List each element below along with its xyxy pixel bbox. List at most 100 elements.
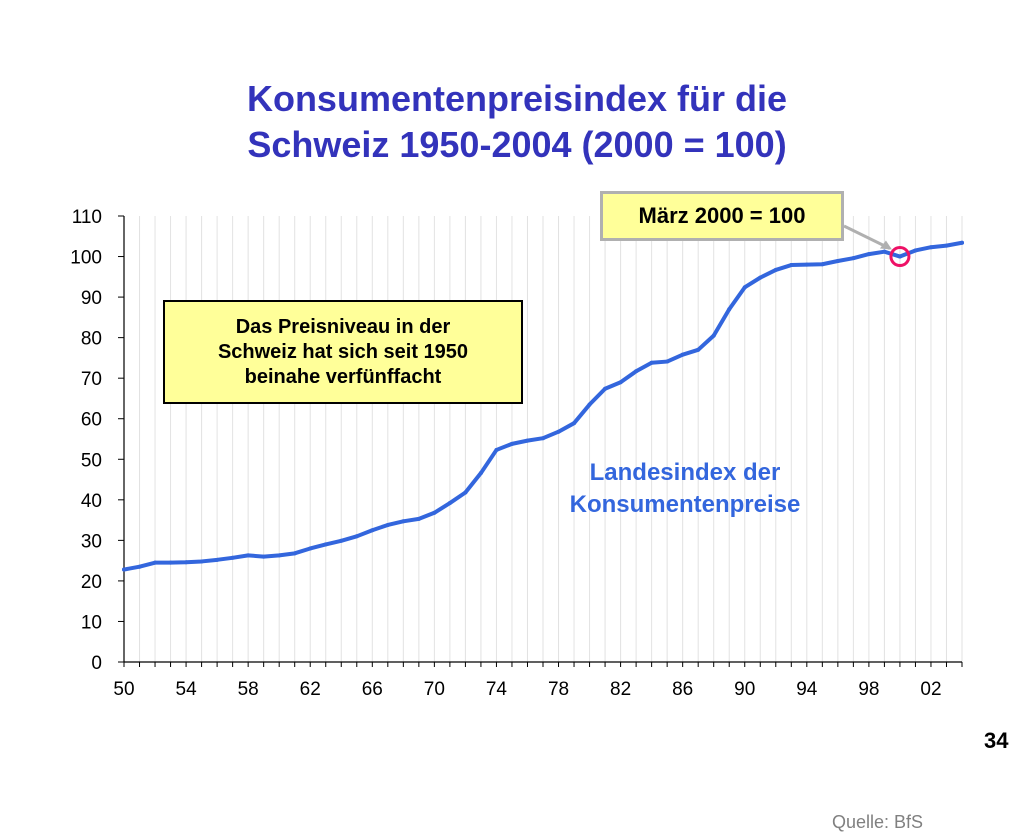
x-tick-label: 62 xyxy=(300,679,321,700)
marker-group xyxy=(843,224,911,268)
data-point xyxy=(246,553,251,558)
data-point xyxy=(308,546,313,551)
y-tick-label: 80 xyxy=(81,329,102,350)
data-point xyxy=(680,352,685,357)
data-point xyxy=(277,553,282,558)
data-point xyxy=(944,243,949,248)
data-point xyxy=(541,436,545,441)
data-point xyxy=(758,275,763,280)
data-point xyxy=(572,421,577,426)
data-point xyxy=(804,262,809,267)
y-tick-label: 20 xyxy=(81,572,102,593)
data-point xyxy=(323,542,328,547)
y-tick-label: 30 xyxy=(81,531,102,552)
y-tick-label: 0 xyxy=(91,653,102,674)
data-point xyxy=(587,402,592,407)
x-tick-label: 66 xyxy=(362,679,383,700)
x-tick-label: 90 xyxy=(734,679,755,700)
vertical-gridlines xyxy=(139,216,963,662)
data-point xyxy=(711,333,716,338)
x-tick-label: 58 xyxy=(238,679,259,700)
title-line-1: Konsumentenpreisindex für die xyxy=(246,78,788,119)
y-tick-label: 50 xyxy=(81,450,102,471)
x-tick-label: 70 xyxy=(424,679,445,700)
x-tick-label: 86 xyxy=(672,679,693,700)
data-point xyxy=(727,307,732,312)
data-point xyxy=(447,501,452,506)
data-point xyxy=(634,369,639,374)
page-number: 34 xyxy=(984,728,1009,753)
data-point xyxy=(603,386,608,391)
data-point xyxy=(463,490,468,495)
series-label-line-2: Konsumentenpreise xyxy=(569,491,801,518)
series-label: Landesindex der Konsumentenpreise xyxy=(530,457,840,521)
y-tick-label: 110 xyxy=(72,207,102,228)
data-point xyxy=(742,285,747,290)
data-point xyxy=(494,447,499,452)
data-point xyxy=(184,560,189,565)
data-point xyxy=(416,516,421,521)
data-point xyxy=(866,252,871,257)
cpi-line-chart: 0 10 20 30 40 50 60 70 80 90 100 110 50 54 58 62 66 70 74… xyxy=(70,207,964,700)
data-point xyxy=(928,245,933,250)
title-line-2: Schweiz 1950-2004 (2000 = 100) xyxy=(247,124,787,165)
data-point xyxy=(339,538,344,543)
marker-leader-line xyxy=(843,224,891,250)
data-point xyxy=(370,528,375,533)
data-point xyxy=(168,560,173,565)
x-axis-ticks: 50 54 58 62 66 70 74 78 82 86 90 94 98 02 xyxy=(113,662,963,700)
data-point xyxy=(960,240,964,245)
data-point xyxy=(913,248,918,253)
marker-label: März 2000 = 100 xyxy=(638,203,806,228)
data-point xyxy=(215,557,220,562)
data-point xyxy=(354,534,359,539)
data-point xyxy=(261,554,266,559)
data-point xyxy=(696,347,701,352)
y-tick-label: 70 xyxy=(81,369,102,390)
y-tick-label: 40 xyxy=(81,491,102,512)
x-tick-label: 54 xyxy=(176,679,198,700)
data-point xyxy=(773,267,778,272)
data-point xyxy=(137,564,142,569)
series-group xyxy=(122,240,964,572)
data-point xyxy=(649,360,654,365)
slide-title: Konsumentenpreisindex für die Schweiz 19… xyxy=(0,76,1024,168)
data-point xyxy=(556,429,561,434)
y-tick-label: 60 xyxy=(81,410,102,431)
data-point xyxy=(618,380,623,385)
data-point xyxy=(835,259,840,264)
data-point xyxy=(385,522,390,527)
x-tick-label: 02 xyxy=(920,679,941,700)
data-point xyxy=(199,559,204,564)
data-point xyxy=(401,519,406,524)
series-label-line-1: Landesindex der xyxy=(589,459,781,486)
data-point xyxy=(882,249,887,254)
x-tick-label: 82 xyxy=(610,679,631,700)
data-point xyxy=(478,471,483,476)
y-tick-label: 90 xyxy=(81,288,102,309)
data-point xyxy=(509,441,514,446)
data-point xyxy=(153,560,158,565)
marker-label-box: März 2000 = 100 xyxy=(600,191,844,241)
callout-line-2: Schweiz hat sich seit 1950 xyxy=(217,341,469,363)
data-point xyxy=(292,551,297,556)
marker-circle xyxy=(889,246,911,268)
data-point xyxy=(432,510,437,515)
x-tick-label: 50 xyxy=(113,679,134,700)
data-point xyxy=(851,256,856,261)
data-point xyxy=(897,254,902,259)
marker-arrowhead xyxy=(879,240,892,250)
note-callout: Das Preisniveau in der Schweiz hat sich … xyxy=(163,300,523,404)
data-point xyxy=(230,555,235,560)
x-tick-label: 98 xyxy=(858,679,879,700)
y-tick-label: 100 xyxy=(70,248,102,269)
data-point xyxy=(122,567,126,572)
data-point xyxy=(789,263,794,268)
data-point xyxy=(525,438,530,443)
callout-line-3: beinahe verfünffacht xyxy=(244,366,442,388)
x-tick-label: 94 xyxy=(796,679,818,700)
y-tick-label: 10 xyxy=(81,612,102,633)
x-tick-label: 78 xyxy=(548,679,569,700)
data-point xyxy=(665,359,670,364)
x-tick-label: 74 xyxy=(486,679,508,700)
